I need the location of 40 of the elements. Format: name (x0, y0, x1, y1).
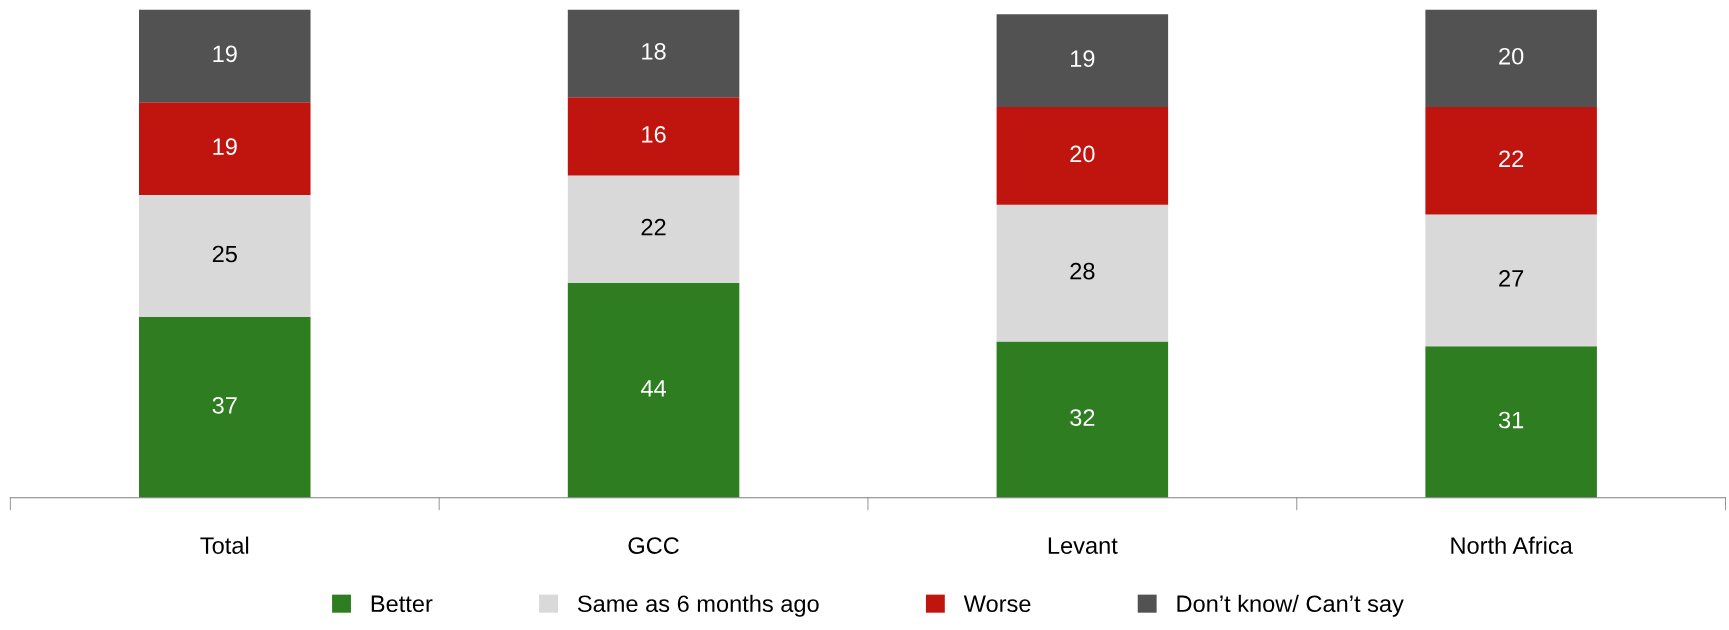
x-tick-label: Total (200, 536, 249, 554)
bar (1425, 9, 1597, 108)
bar (1425, 346, 1597, 498)
legend-label: Don’t know/ Can’t say (1177, 594, 1404, 617)
x-tick-label: North Africa (1451, 536, 1573, 554)
bar (567, 97, 740, 176)
bar (139, 9, 311, 103)
bar (1425, 107, 1597, 215)
data-label: 19 (1071, 50, 1095, 68)
data-label: 28 (1070, 262, 1095, 280)
data-label: 22 (1499, 150, 1524, 167)
bar (996, 14, 1169, 108)
bar (139, 102, 311, 195)
x-tick-label: GCC (628, 537, 679, 554)
data-label: 27 (1499, 270, 1524, 287)
legend-label: Better (371, 595, 433, 613)
data-label: 20 (1499, 47, 1524, 65)
bar (996, 107, 1169, 205)
data-label: 20 (1070, 145, 1095, 163)
bar (139, 194, 311, 318)
bar (567, 175, 740, 283)
data-label: 44 (640, 380, 666, 397)
bar (567, 282, 740, 498)
bar (996, 204, 1169, 342)
data-label: 22 (641, 218, 666, 236)
legend-label: Same as 6 months ago (577, 594, 819, 617)
data-label: 19 (213, 138, 237, 155)
data-label: 18 (642, 43, 666, 60)
bar (1425, 214, 1597, 347)
data-label: 32 (1070, 409, 1095, 426)
bar (139, 317, 311, 498)
bar (567, 9, 740, 98)
bar (996, 341, 1169, 498)
legend-label: Worse (963, 595, 1031, 613)
data-label: 37 (212, 396, 237, 414)
data-label: 31 (1498, 411, 1524, 429)
data-label: 25 (212, 245, 237, 263)
data-label: 16 (642, 126, 666, 143)
data-label: 19 (213, 45, 237, 63)
x-tick-label: Levant (1048, 537, 1118, 554)
